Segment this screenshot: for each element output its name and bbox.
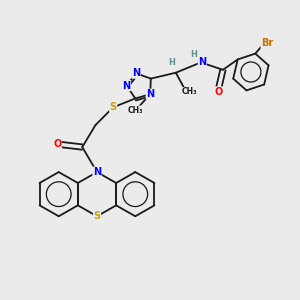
Text: H: H xyxy=(168,58,175,67)
Text: N: N xyxy=(132,68,140,78)
Text: S: S xyxy=(93,211,100,221)
Text: H: H xyxy=(190,50,197,59)
Text: Br: Br xyxy=(261,38,273,48)
Text: N: N xyxy=(198,57,206,68)
Text: CH₃: CH₃ xyxy=(128,106,143,115)
Text: N: N xyxy=(146,89,154,99)
Text: N: N xyxy=(122,81,130,91)
Text: CH₃: CH₃ xyxy=(181,87,197,96)
Text: S: S xyxy=(110,102,117,112)
Text: O: O xyxy=(53,139,61,149)
Text: O: O xyxy=(214,87,223,97)
Text: N: N xyxy=(93,167,101,177)
